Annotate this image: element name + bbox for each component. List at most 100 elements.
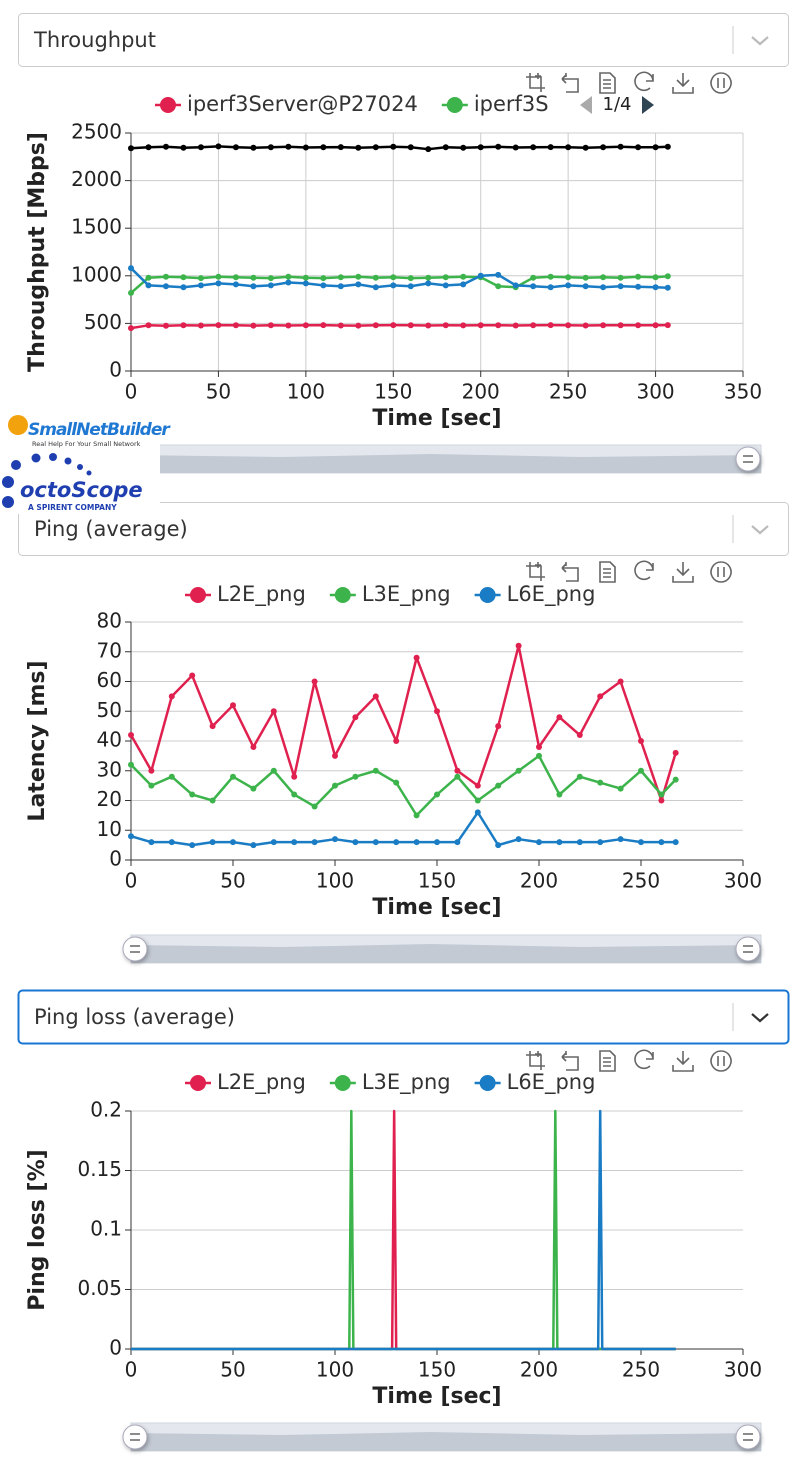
data-point xyxy=(285,143,292,150)
data-point xyxy=(474,809,481,816)
toolbar-icon[interactable] xyxy=(710,72,732,94)
data-point xyxy=(547,273,554,280)
legend-swatch xyxy=(334,587,351,603)
data-point xyxy=(672,839,679,846)
data-point xyxy=(215,273,222,280)
dropdown-chevron[interactable] xyxy=(751,1013,769,1023)
dropdown-value: Throughput xyxy=(33,28,156,52)
data-point xyxy=(250,842,257,849)
toolbar-icon[interactable] xyxy=(634,1049,654,1070)
data-point xyxy=(128,145,134,152)
data-point xyxy=(658,839,665,846)
toolbar-icon[interactable] xyxy=(672,562,694,583)
legend-swatch xyxy=(160,97,176,113)
data-point xyxy=(168,693,175,700)
legend-next[interactable] xyxy=(642,96,654,114)
x-tick-label: 100 xyxy=(316,869,354,893)
toolbar-icon[interactable] xyxy=(526,562,545,581)
toolbar-icon[interactable] xyxy=(526,1051,545,1070)
data-point xyxy=(320,275,327,282)
y-tick-label: 0.15 xyxy=(77,1157,122,1181)
data-point xyxy=(332,782,338,789)
toolbar-icon[interactable] xyxy=(672,1051,694,1072)
legend-label: L3E_png xyxy=(362,1070,451,1095)
data-point xyxy=(652,322,659,329)
toolbar-glyph xyxy=(634,1049,654,1070)
legend-prev[interactable] xyxy=(580,96,592,114)
dropdown[interactable] xyxy=(18,13,789,67)
data-point xyxy=(355,144,362,151)
toolbar-glyph xyxy=(599,561,616,583)
data-point xyxy=(250,144,257,151)
data-point xyxy=(565,282,572,289)
data-point xyxy=(267,322,274,329)
legend-item[interactable]: iperf3Server@P27024 xyxy=(155,92,418,116)
dropdown-chevron[interactable] xyxy=(751,525,769,535)
data-point xyxy=(617,283,624,290)
legend-item[interactable]: L2E_png xyxy=(185,1070,306,1095)
zoom-handle[interactable] xyxy=(122,936,148,962)
data-point xyxy=(474,797,481,804)
data-point xyxy=(320,282,327,289)
data-point xyxy=(434,791,440,798)
data-point xyxy=(672,749,679,756)
legend-item[interactable]: L3E_png xyxy=(329,1070,451,1095)
zoom-handle[interactable] xyxy=(122,1424,148,1450)
zoom-handle[interactable] xyxy=(735,446,761,472)
data-point xyxy=(250,274,257,281)
toolbar-icon[interactable] xyxy=(634,560,654,581)
toolbar-icon[interactable] xyxy=(599,1050,616,1072)
toolbar-icon[interactable] xyxy=(672,73,694,94)
toolbar-glyph xyxy=(672,562,694,583)
legend-item[interactable]: iperf3S xyxy=(441,92,549,116)
data-point xyxy=(352,773,359,780)
data-point xyxy=(209,723,216,730)
data-point xyxy=(189,842,196,849)
legend-item[interactable]: L3E_png xyxy=(329,582,451,607)
data-point xyxy=(355,281,362,288)
y-tick-label: 70 xyxy=(97,638,122,662)
data-point xyxy=(145,144,152,151)
legend-item[interactable]: L6E_png xyxy=(474,1070,596,1095)
toolbar-icon[interactable] xyxy=(561,1051,579,1071)
data-point xyxy=(168,773,175,780)
y-tick-label: 0 xyxy=(109,847,122,871)
data-point xyxy=(372,144,379,151)
zoom-handle-knob xyxy=(735,1424,761,1450)
data-point xyxy=(597,779,604,786)
y-tick-label: 30 xyxy=(97,757,122,781)
zoom-handle[interactable] xyxy=(735,1424,761,1450)
legend-item[interactable]: L2E_png xyxy=(185,582,306,607)
data-point xyxy=(180,274,187,281)
data-point xyxy=(547,284,554,291)
data-point xyxy=(635,322,642,329)
legend-item[interactable]: L6E_png xyxy=(474,582,596,607)
data-point xyxy=(337,144,344,151)
logo-dot xyxy=(77,464,83,470)
toolbar-icon[interactable] xyxy=(599,72,616,94)
data-point xyxy=(576,839,583,846)
data-point xyxy=(576,773,583,780)
toolbar-icon[interactable] xyxy=(526,73,545,92)
toolbar-icon[interactable] xyxy=(561,562,579,582)
data-point xyxy=(652,274,659,281)
toolbar-icon[interactable] xyxy=(599,561,616,583)
toolbar-glyph xyxy=(526,562,545,581)
data-point xyxy=(600,274,607,281)
data-point xyxy=(658,791,665,798)
zoom-handle[interactable] xyxy=(735,936,761,962)
dropdown[interactable] xyxy=(18,502,789,556)
data-point xyxy=(180,322,187,329)
dropdown-chevron[interactable] xyxy=(751,36,769,46)
toolbar-icon[interactable] xyxy=(710,561,732,583)
toolbar-icon[interactable] xyxy=(561,73,579,93)
data-point xyxy=(189,791,196,798)
toolbar-icon[interactable] xyxy=(634,71,654,92)
data-point xyxy=(232,144,239,151)
toolbar-icon[interactable] xyxy=(710,1050,732,1072)
logo-brand: SmallNetBuilder xyxy=(28,420,171,440)
legend-swatch xyxy=(190,1075,206,1091)
data-point xyxy=(128,833,134,840)
dropdown[interactable] xyxy=(17,989,790,1045)
legend-label: L2E_png xyxy=(217,1070,306,1095)
